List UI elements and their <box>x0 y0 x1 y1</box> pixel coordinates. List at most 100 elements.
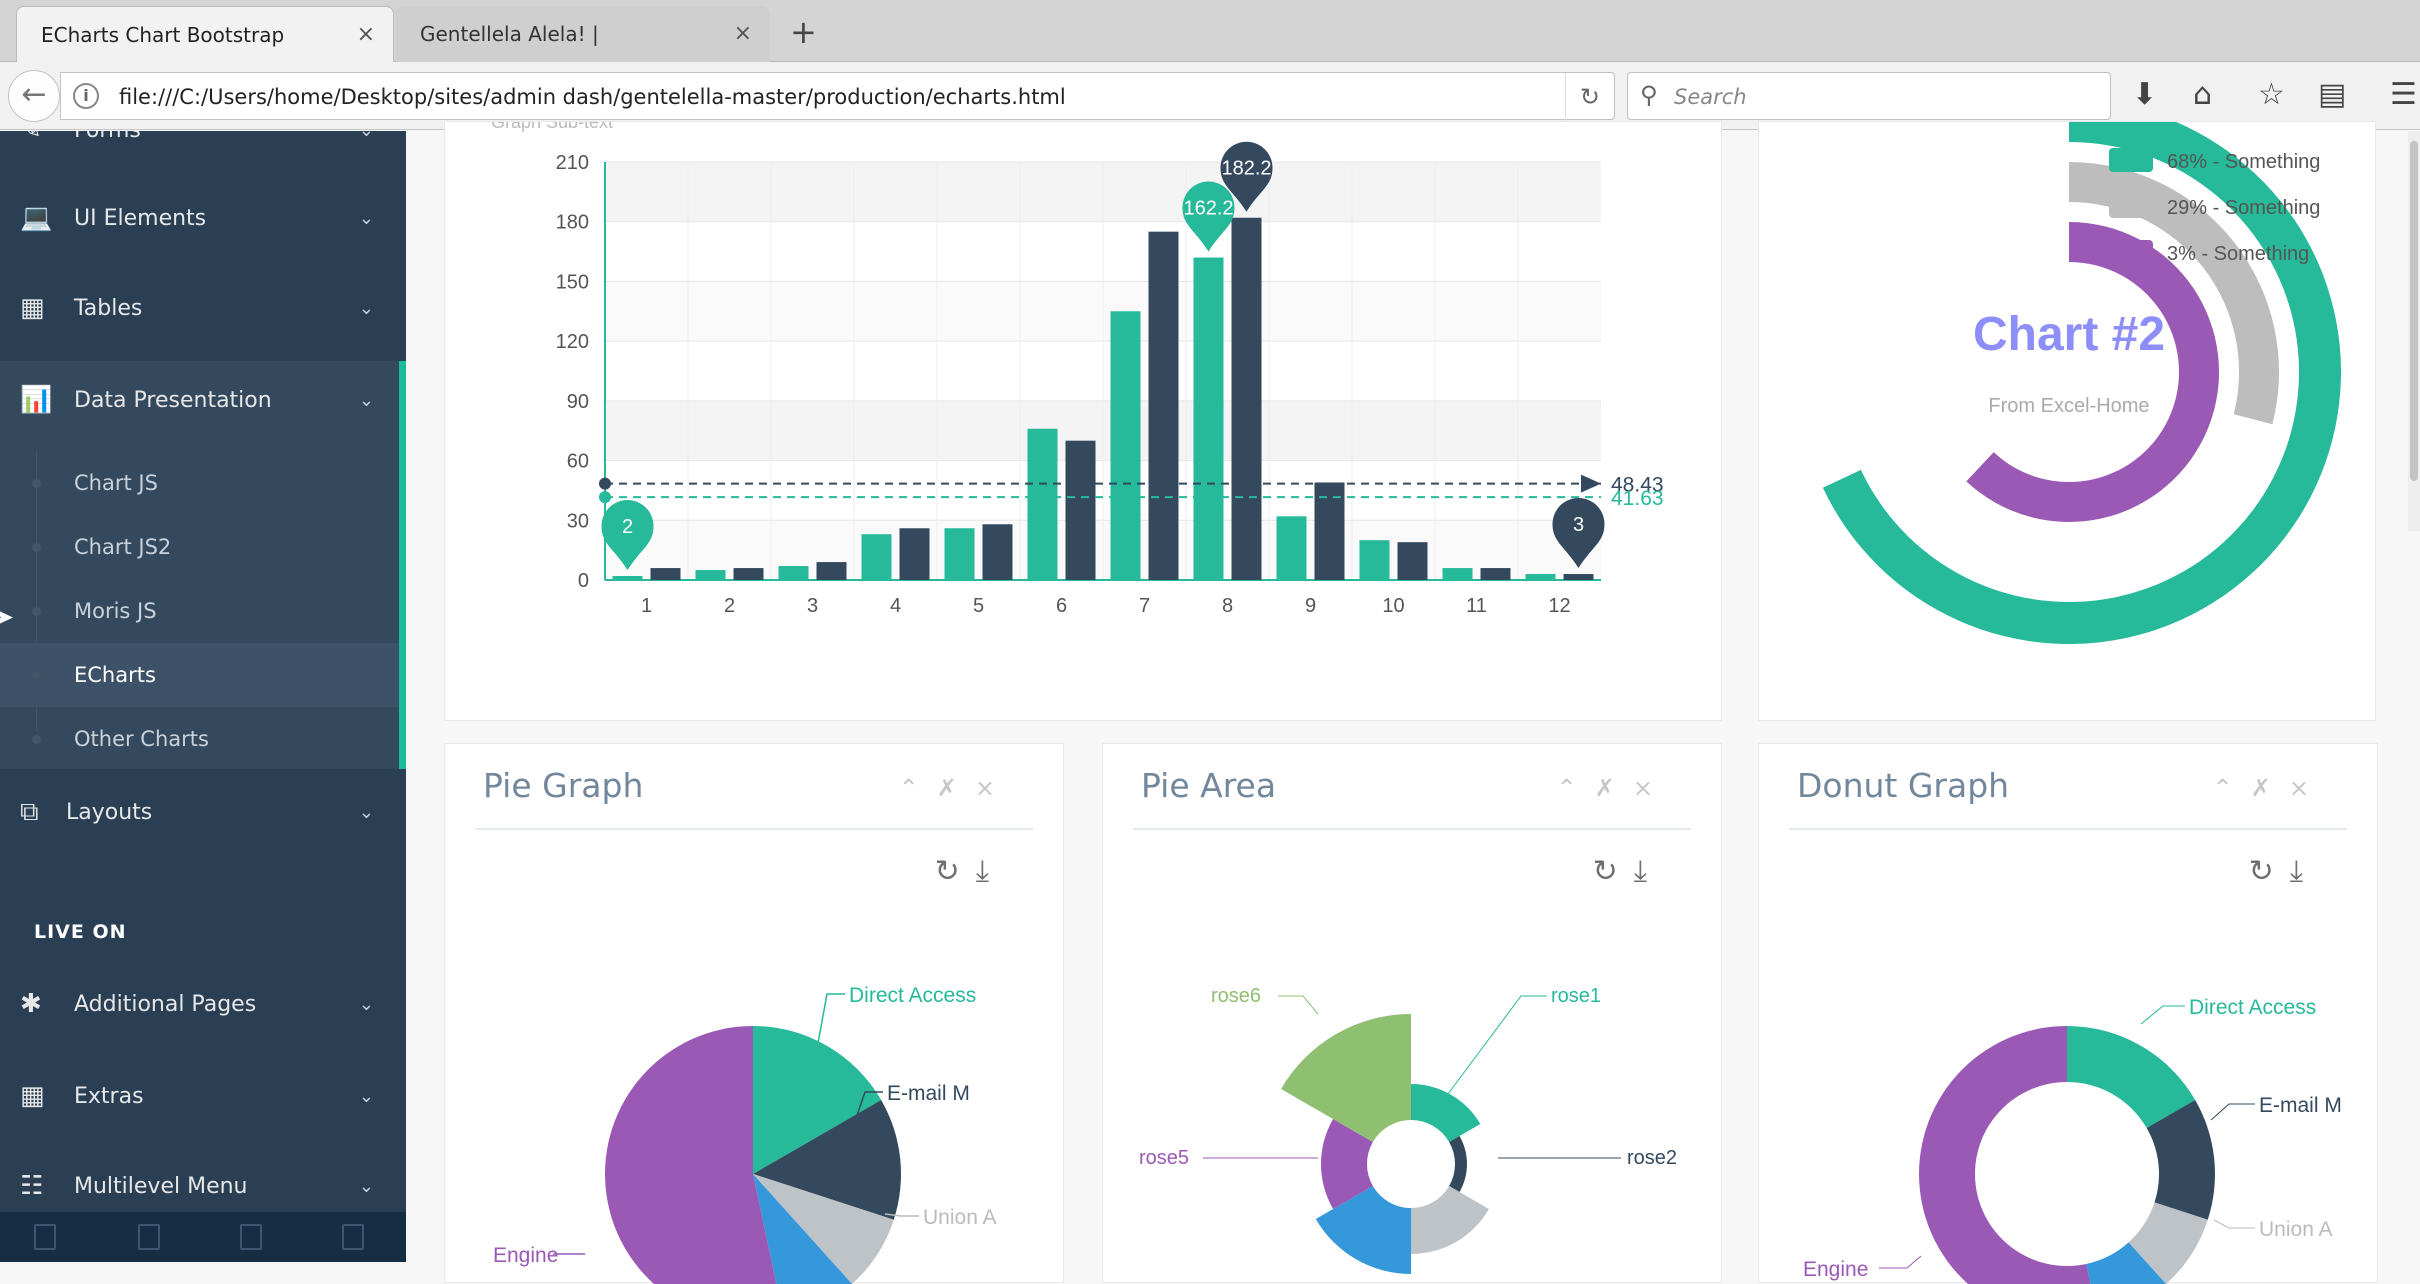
legend-label: 68% - Something <box>2167 151 2320 173</box>
sidebar-item-data-presentation[interactable]: 📊 Data Presentation ⌄ <box>0 361 406 441</box>
wrench-icon[interactable]: ✗ <box>936 774 975 802</box>
rose-slice <box>1321 1119 1373 1209</box>
tab-close-icon[interactable]: × <box>733 21 752 46</box>
refresh-icon[interactable]: ↻ <box>1592 854 1634 889</box>
sidebar-subitem-label: Moris JS <box>74 599 157 623</box>
reader-icon[interactable]: ▤ <box>2318 77 2347 112</box>
sidebar-subitem-moris-js[interactable]: Moris JS <box>0 579 399 643</box>
x-tick-label: 8 <box>1222 595 1233 617</box>
bookmark-star-icon[interactable]: ☆ <box>2258 77 2285 112</box>
sidebar-item-multilevel-menu[interactable]: ☷ Multilevel Menu ⌄ <box>0 1147 406 1227</box>
y-tick-label: 180 <box>556 212 589 234</box>
mouse-cursor-icon: ➤ <box>0 603 15 631</box>
refresh-icon[interactable]: ↻ <box>934 854 976 889</box>
bar <box>650 568 681 580</box>
url-bar[interactable]: i file:///C:/Users/home/Desktop/sites/ad… <box>60 72 1615 121</box>
label-line <box>2210 1103 2255 1121</box>
rose-slice <box>1315 1186 1411 1274</box>
info-icon[interactable]: i <box>73 83 99 109</box>
hamburger-menu-icon[interactable]: ☰ <box>2390 77 2417 112</box>
legend-swatch <box>2109 240 2153 264</box>
sidebar-subitem-chart-js2[interactable]: Chart JS2 <box>0 515 399 579</box>
home-icon[interactable]: ⌂ <box>2193 77 2213 112</box>
chevron-down-icon: ⌄ <box>358 802 374 823</box>
sidebar-subitem-chart-js[interactable]: Chart JS <box>0 451 399 515</box>
sidebar-item-ui-elements[interactable]: 💻 UI Elements ⌄ <box>0 179 406 259</box>
logout-icon[interactable] <box>342 1224 364 1250</box>
tab-echarts[interactable]: ECharts Chart Bootstrap Examp... × <box>16 6 394 103</box>
rose-slice <box>1411 1084 1481 1142</box>
windows-icon: ▦ <box>20 1081 45 1111</box>
close-icon[interactable]: × <box>1632 774 1671 802</box>
panel-toolbox: ⌃✗× <box>1557 774 1671 802</box>
slice-label: Direct Access <box>2189 996 2316 1019</box>
bar <box>1065 440 1096 580</box>
x-tick-label: 4 <box>890 595 901 617</box>
chart-center-title: Chart #2 <box>1973 308 2165 361</box>
x-tick-label: 5 <box>973 595 984 617</box>
mark-line-label: 41.63 <box>1611 487 1664 510</box>
mark-point-pin <box>1220 141 1273 212</box>
collapse-icon[interactable]: ⌃ <box>1556 774 1595 802</box>
chevron-down-icon: ⌄ <box>358 1176 374 1197</box>
tab-gentellela[interactable]: Gentellela Alela! | × <box>396 6 770 62</box>
sidebar-item-extras[interactable]: ▦ Extras ⌄ <box>0 1057 406 1137</box>
reload-icon[interactable]: ↻ <box>1564 73 1600 121</box>
scrollbar-thumb[interactable] <box>2410 141 2418 481</box>
y-tick-label: 0 <box>578 570 589 592</box>
slice-label: Union A <box>923 1206 997 1229</box>
search-input[interactable]: ⚲ Search <box>1627 72 2111 120</box>
sidebar-subitem-other-charts[interactable]: Other Charts <box>0 707 399 771</box>
lock-icon[interactable] <box>240 1224 262 1250</box>
close-icon[interactable]: × <box>2288 774 2327 802</box>
settings-icon[interactable] <box>34 1224 56 1250</box>
mark-point-label: 182.2 <box>1221 158 1271 180</box>
donut-slice <box>1919 1026 2091 1284</box>
x-tick-label: 9 <box>1305 595 1316 617</box>
main-content: Graph Sub-text 0 30 60 90 120 150 180 210 1 2 3 4 5 6… <box>406 100 2420 1284</box>
collapse-icon[interactable]: ⌃ <box>898 774 937 802</box>
chevron-down-icon: ⌄ <box>358 390 374 411</box>
bar <box>612 576 643 580</box>
wrench-icon[interactable]: ✗ <box>1594 774 1633 802</box>
refresh-icon[interactable]: ↻ <box>2248 854 2290 889</box>
panel-divider <box>1789 828 2347 830</box>
sidebar-item-label: Multilevel Menu <box>74 1174 248 1199</box>
new-tab-button[interactable]: + <box>790 13 817 51</box>
tab-close-icon[interactable]: × <box>356 22 375 47</box>
table-icon: ▦ <box>20 293 45 323</box>
chart-toolbox: ↻⤓ <box>1593 854 1663 889</box>
fullscreen-icon[interactable] <box>138 1224 160 1250</box>
sidebar-item-forms[interactable]: ✎ Forms ⌄ <box>0 131 406 171</box>
y-tick-label: 90 <box>567 391 589 413</box>
donut-graph: Direct Access E-mail M Union A Engine <box>1803 996 2342 1284</box>
collapse-icon[interactable]: ⌃ <box>2212 774 2251 802</box>
label-line <box>1447 995 1547 1095</box>
save-image-icon[interactable]: ⤓ <box>1633 854 1663 889</box>
slice-label: E-mail M <box>2259 1094 2342 1117</box>
back-arrow-icon[interactable]: ← <box>8 70 60 122</box>
rose-slice <box>1281 1014 1411 1142</box>
bar <box>695 570 726 580</box>
panel-toolbox: ⌃✗× <box>899 774 1013 802</box>
panel-title: Pie Area <box>1141 766 1277 805</box>
donut-graph-panel: Donut Graph ⌃✗× ↻⤓ Direct Access E-mail M… <box>1758 743 2378 1284</box>
pie-area-panel: Pie Area ⌃✗× ↻⤓ rose6 rose1 rose5 rose2 <box>1102 743 1722 1283</box>
sidebar-subitem-label: Other Charts <box>74 727 209 751</box>
sidebar-item-layouts[interactable]: ⧉ Layouts ⌄ <box>0 773 406 853</box>
sidebar-item-additional-pages[interactable]: ✱ Additional Pages ⌄ <box>0 965 406 1045</box>
mark-point-label: 162.2 <box>1183 198 1233 220</box>
slice-label: E-mail M <box>887 1082 970 1105</box>
browser-nav-bar: ← i file:///C:/Users/home/Desktop/sites/… <box>0 62 2420 130</box>
label-line <box>2213 1219 2255 1229</box>
sidebar-subitem-echarts[interactable]: ECharts <box>0 643 399 707</box>
save-image-icon[interactable]: ⤓ <box>975 854 1005 889</box>
pie-slice <box>753 1174 894 1284</box>
url-text[interactable]: file:///C:/Users/home/Desktop/sites/admi… <box>119 85 1066 109</box>
close-icon[interactable]: × <box>974 774 1013 802</box>
download-icon[interactable]: ⬇ <box>2132 77 2158 112</box>
sidebar-item-tables[interactable]: ▦ Tables ⌄ <box>0 269 406 349</box>
rose-chart: rose6 rose1 rose5 rose2 <box>1139 985 1677 1274</box>
wrench-icon[interactable]: ✗ <box>2250 774 2289 802</box>
save-image-icon[interactable]: ⤓ <box>2289 854 2319 889</box>
